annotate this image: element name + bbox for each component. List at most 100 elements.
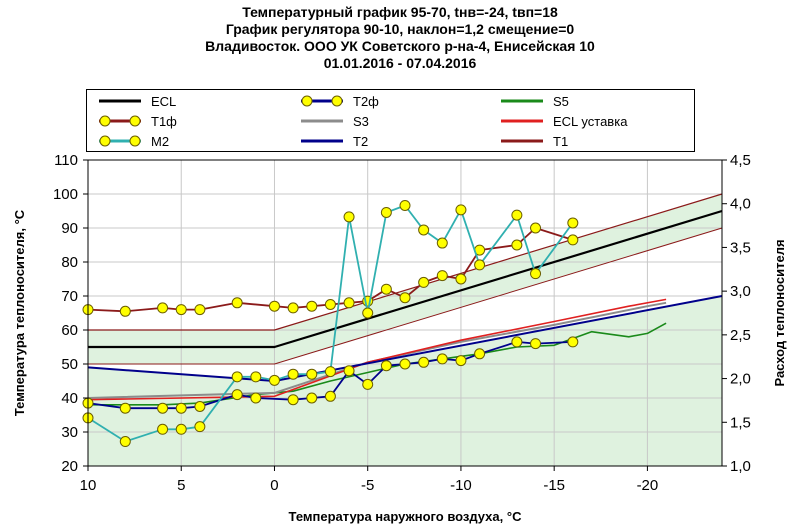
legend-swatch-s5 <box>501 99 543 103</box>
legend-swatch-m2 <box>99 135 141 147</box>
x-tick-label-0: 10 <box>80 477 97 494</box>
y-tick-label-0: 20 <box>61 458 78 475</box>
data-point-m2-12 <box>362 307 374 319</box>
series-line-m2 <box>87 204 574 443</box>
x-tick-label-4: -10 <box>450 477 472 494</box>
legend-label-s5: S5 <box>553 93 569 109</box>
data-point-m2-4 <box>194 421 206 433</box>
legend-label-ecl: ECL <box>151 93 177 109</box>
data-point-t2ф-11 <box>362 378 374 390</box>
legend-item-t1ф: T1ф <box>97 112 177 130</box>
y2-tick-label-6: 4,0 <box>730 196 751 213</box>
legend-swatch-t1 <box>501 139 543 143</box>
legend-label-t2ф: T2ф <box>353 93 379 109</box>
chart-legend: ECL T2ф S5 T1ф S3 ECL уставка M2 T2 T1 <box>86 89 695 152</box>
legend-item-s3: S3 <box>299 112 369 130</box>
ecl-band-fill <box>88 194 722 364</box>
legend-swatch-t2 <box>301 139 343 143</box>
data-point-m2-21 <box>567 217 579 229</box>
data-point-t1ф-5 <box>231 297 243 309</box>
legend-swatch-t2ф <box>301 95 343 107</box>
legend-label-t1ф: T1ф <box>151 113 177 129</box>
legend-item-t2: T2 <box>299 132 368 150</box>
data-point-t2ф-16 <box>455 355 467 367</box>
data-point-t1ф-14 <box>418 276 430 288</box>
legend-label-ecl-уставка: ECL уставка <box>553 113 628 129</box>
data-point-t2ф-20 <box>567 336 579 348</box>
legend-swatch-ecl <box>99 99 141 103</box>
data-point-t2ф-18 <box>511 336 523 348</box>
data-point-t1ф-11 <box>362 295 374 307</box>
data-point-t1ф-8 <box>306 300 318 312</box>
chart-title-line-4: 01.01.2016 - 07.04.2016 <box>323 55 477 71</box>
y-tick-label-7: 90 <box>61 220 78 237</box>
data-point-m2-9 <box>306 368 318 380</box>
y-tick-label-1: 30 <box>61 424 78 441</box>
y2-axis-label: Расход теплоносителя <box>772 239 787 386</box>
data-point-t1ф-1 <box>119 305 131 317</box>
data-point-m2-5 <box>231 371 243 383</box>
data-point-t2ф-3 <box>175 402 187 414</box>
data-point-t1ф-6 <box>268 300 280 312</box>
legend-swatch-ecl-уставка <box>501 119 543 123</box>
data-point-t2ф-7 <box>287 394 299 406</box>
series-line-t2ф <box>87 340 573 410</box>
legend-item-s5: S5 <box>499 92 569 110</box>
legend-item-ecl-уставка: ECL уставка <box>499 112 627 130</box>
data-point-t2ф-14 <box>418 356 430 368</box>
data-point-m2-15 <box>418 224 430 236</box>
x-tick-label-3: -5 <box>361 477 374 494</box>
data-point-t2ф-6 <box>250 392 262 404</box>
legend-item-t1: T1 <box>499 132 568 150</box>
data-point-m2-7 <box>268 374 280 386</box>
legend-item-m2: M2 <box>97 132 169 150</box>
data-point-m2-1 <box>119 436 131 448</box>
legend-item-t2ф: T2ф <box>299 92 379 110</box>
series-line-s5 <box>88 322 667 406</box>
chart-title-line-3: Владивосток. ООО УК Советского р-на-4, Е… <box>205 38 595 54</box>
series-line-t1ф <box>87 227 574 313</box>
x-tick-label-2: 0 <box>270 477 278 494</box>
data-point-m2-20 <box>530 268 542 280</box>
series-line-ecl <box>88 209 723 349</box>
data-point-t1ф-0 <box>82 304 94 316</box>
legend-item-ecl: ECL <box>97 92 176 110</box>
data-point-t1ф-12 <box>380 283 392 295</box>
y-tick-label-3: 50 <box>61 356 78 373</box>
data-point-t2ф-1 <box>119 402 131 414</box>
data-point-m2-17 <box>455 204 467 216</box>
data-point-t1ф-3 <box>175 304 187 316</box>
data-point-m2-11 <box>343 211 355 223</box>
y2-tick-label-7: 4,5 <box>730 152 751 169</box>
y2-tick-label-4: 3,0 <box>730 283 751 300</box>
data-point-t1ф-18 <box>511 239 523 251</box>
t2-area-fill <box>88 296 722 466</box>
series-line-t1 <box>88 193 723 331</box>
x-tick-label-5: -15 <box>543 477 565 494</box>
data-point-t2ф-0 <box>82 397 94 409</box>
data-point-m2-16 <box>436 237 448 249</box>
data-point-t1ф-20 <box>567 234 579 246</box>
y-tick-label-6: 80 <box>61 254 78 271</box>
y2-tick-label-0: 1,0 <box>730 458 751 475</box>
legend-label-t1: T1 <box>553 133 569 149</box>
data-point-t2ф-5 <box>231 389 243 401</box>
y-tick-label-4: 60 <box>61 322 78 339</box>
y2-tick-label-5: 3,5 <box>730 239 751 256</box>
series-line-ecl-уставка <box>87 298 667 401</box>
data-point-m2-13 <box>380 206 392 218</box>
data-point-t1ф-2 <box>157 302 169 314</box>
y-tick-label-2: 40 <box>61 390 78 407</box>
data-point-t1ф-10 <box>343 297 355 309</box>
data-point-m2-6 <box>250 371 262 383</box>
legend-label-m2: M2 <box>151 133 170 149</box>
data-point-t2ф-4 <box>194 401 206 412</box>
data-point-t2ф-9 <box>324 390 336 402</box>
data-point-t1ф-16 <box>455 273 467 285</box>
x-tick-label-1: 5 <box>177 477 185 494</box>
data-point-t2ф-19 <box>530 338 542 350</box>
data-point-m2-0 <box>82 412 94 424</box>
y-tick-label-8: 100 <box>53 186 78 203</box>
x-tick-label-6: -20 <box>637 477 659 494</box>
data-point-m2-2 <box>157 423 169 435</box>
